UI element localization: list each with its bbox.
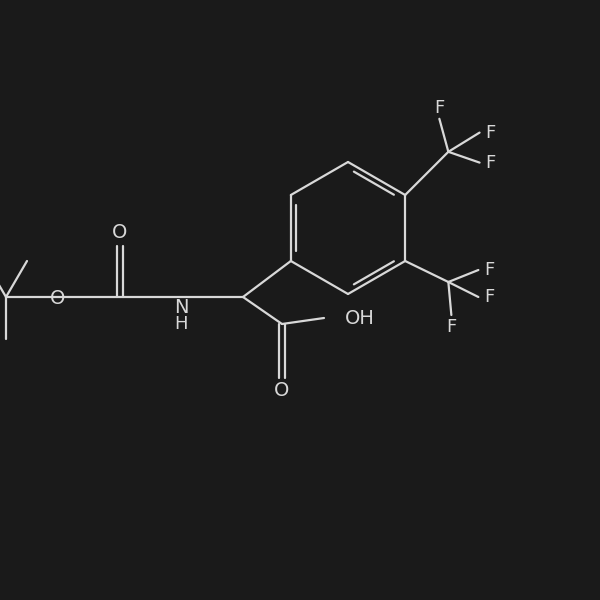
Text: F: F — [446, 318, 457, 336]
Text: O: O — [49, 289, 65, 308]
Text: OH: OH — [345, 308, 375, 328]
Text: F: F — [484, 288, 494, 306]
Text: F: F — [484, 261, 494, 279]
Text: F: F — [485, 124, 496, 142]
Text: F: F — [485, 154, 496, 172]
Text: H: H — [175, 315, 188, 333]
Text: O: O — [274, 380, 290, 400]
Text: F: F — [434, 99, 445, 117]
Text: N: N — [174, 298, 188, 317]
Text: O: O — [112, 223, 128, 242]
